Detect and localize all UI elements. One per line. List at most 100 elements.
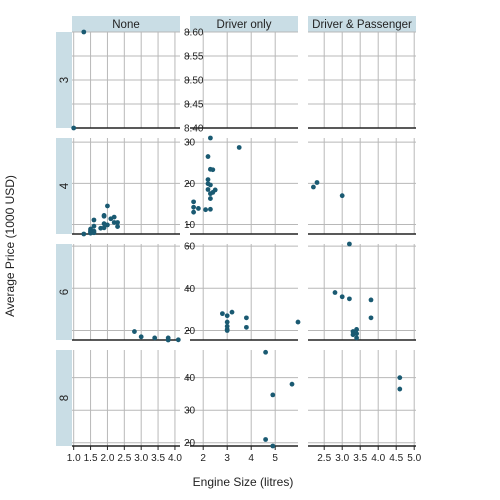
data-point <box>138 334 144 340</box>
data-point <box>339 193 345 199</box>
data-point <box>332 290 338 295</box>
data-point <box>350 332 356 338</box>
x-tick-label: 2.5 <box>317 453 331 464</box>
column-strip-driver-and-passenger <box>308 16 416 32</box>
y-tick-label: 40 <box>184 373 196 384</box>
data-point <box>81 231 87 237</box>
data-point <box>224 313 230 319</box>
x-tick-label: 5.0 <box>407 453 421 464</box>
panel-3-driver-only <box>190 31 298 129</box>
panel-background <box>72 244 180 340</box>
data-point <box>224 328 230 333</box>
row-strip-6 <box>56 244 72 340</box>
data-point <box>111 220 117 225</box>
data-point <box>115 224 120 229</box>
data-point <box>347 296 352 302</box>
y-tick-label: 20 <box>184 326 196 337</box>
x-axis-title: Engine Size (litres) <box>193 475 294 489</box>
data-point <box>132 329 137 334</box>
row-strips: 3 4 6 8 <box>56 32 72 446</box>
y-tick-label: 8.50 <box>184 76 204 87</box>
data-point <box>105 203 110 209</box>
data-point <box>210 167 216 173</box>
x-tick-label: 3.5 <box>353 453 367 464</box>
data-point <box>152 335 158 341</box>
panel-4-none <box>72 138 180 235</box>
panel-background <box>72 138 180 234</box>
data-point <box>208 135 213 141</box>
data-point <box>108 216 114 222</box>
data-point <box>205 154 211 159</box>
y-tick-label: 30 <box>184 406 196 417</box>
x-tick-label: 2 <box>200 453 206 464</box>
panel-background <box>190 244 298 340</box>
data-point <box>397 375 403 381</box>
x-tick-label: 4.5 <box>389 453 403 464</box>
y-tick-label: 30 <box>184 138 196 149</box>
panel-4-driver-and-passenger <box>308 138 416 235</box>
panel-background <box>190 350 298 446</box>
row-strip-4 <box>56 138 72 234</box>
y-tick-label: 8.55 <box>184 52 204 63</box>
data-point <box>244 324 249 330</box>
data-point <box>105 222 110 228</box>
axes: 8.45 8.50 8.55 8.60 8.40 10 20 30 20 40 60 20 30 40 1.… <box>67 28 422 465</box>
data-point <box>191 199 197 205</box>
y-tick-label: 60 <box>184 242 196 253</box>
data-point <box>91 223 97 229</box>
panel-3-driver-and-passenger <box>308 31 416 129</box>
column-strips: None Driver only Driver & Passenger <box>72 16 416 32</box>
x-tick-label: 3 <box>224 453 230 464</box>
y-tick-label: 8.60 <box>184 28 204 39</box>
x-tick-label: 4.0 <box>371 453 385 464</box>
data-point <box>203 207 209 213</box>
x-tick-label: 4.0 <box>168 453 182 464</box>
data-point <box>236 145 242 150</box>
row-strip-label: 8 <box>59 395 71 401</box>
panel-8-none <box>72 350 180 447</box>
column-strip-driver-only <box>190 16 298 32</box>
data-point <box>397 386 403 392</box>
data-point <box>208 196 213 201</box>
data-point <box>354 331 359 337</box>
data-point <box>191 209 197 215</box>
data-point <box>339 294 345 300</box>
panel-background <box>308 244 416 340</box>
data-point <box>244 315 249 321</box>
data-point <box>270 443 276 449</box>
column-strip-label: Driver only <box>217 19 272 31</box>
row-strip-3 <box>56 32 72 128</box>
x-tick-label: 3.5 <box>151 453 165 464</box>
panel-8-driver-only <box>190 350 298 447</box>
x-tick-label: 5 <box>272 453 278 464</box>
data-point <box>354 327 359 332</box>
column-strip-label: None <box>112 19 140 31</box>
data-point <box>175 337 181 343</box>
data-point <box>208 191 213 197</box>
panels <box>72 31 416 447</box>
data-point <box>311 184 316 190</box>
data-point <box>165 337 171 343</box>
row-strip-label: 3 <box>59 77 71 83</box>
row-strip-label: 6 <box>59 289 71 295</box>
panel-6-driver-and-passenger <box>308 244 416 341</box>
data-point <box>205 177 211 183</box>
x-tick-label: 3.0 <box>335 453 349 464</box>
row-strip-label: 4 <box>59 182 71 189</box>
row-strip-8 <box>56 350 72 446</box>
x-tick-label: 2.5 <box>117 453 131 464</box>
data-point <box>229 309 235 315</box>
data-point <box>191 204 197 210</box>
x-tick-label: 1.5 <box>84 453 98 464</box>
data-point <box>295 319 301 325</box>
panel-4-driver-only <box>190 138 298 235</box>
y-tick-label: 8.45 <box>184 100 204 111</box>
panel-3-none <box>72 31 180 129</box>
x-tick-label: 1.0 <box>67 453 81 464</box>
data-point <box>263 437 268 442</box>
x-tick-label: 2.0 <box>100 453 114 464</box>
data-point <box>208 206 213 212</box>
panel-6-driver-only <box>190 244 298 341</box>
x-tick-label: 3.0 <box>134 453 148 464</box>
